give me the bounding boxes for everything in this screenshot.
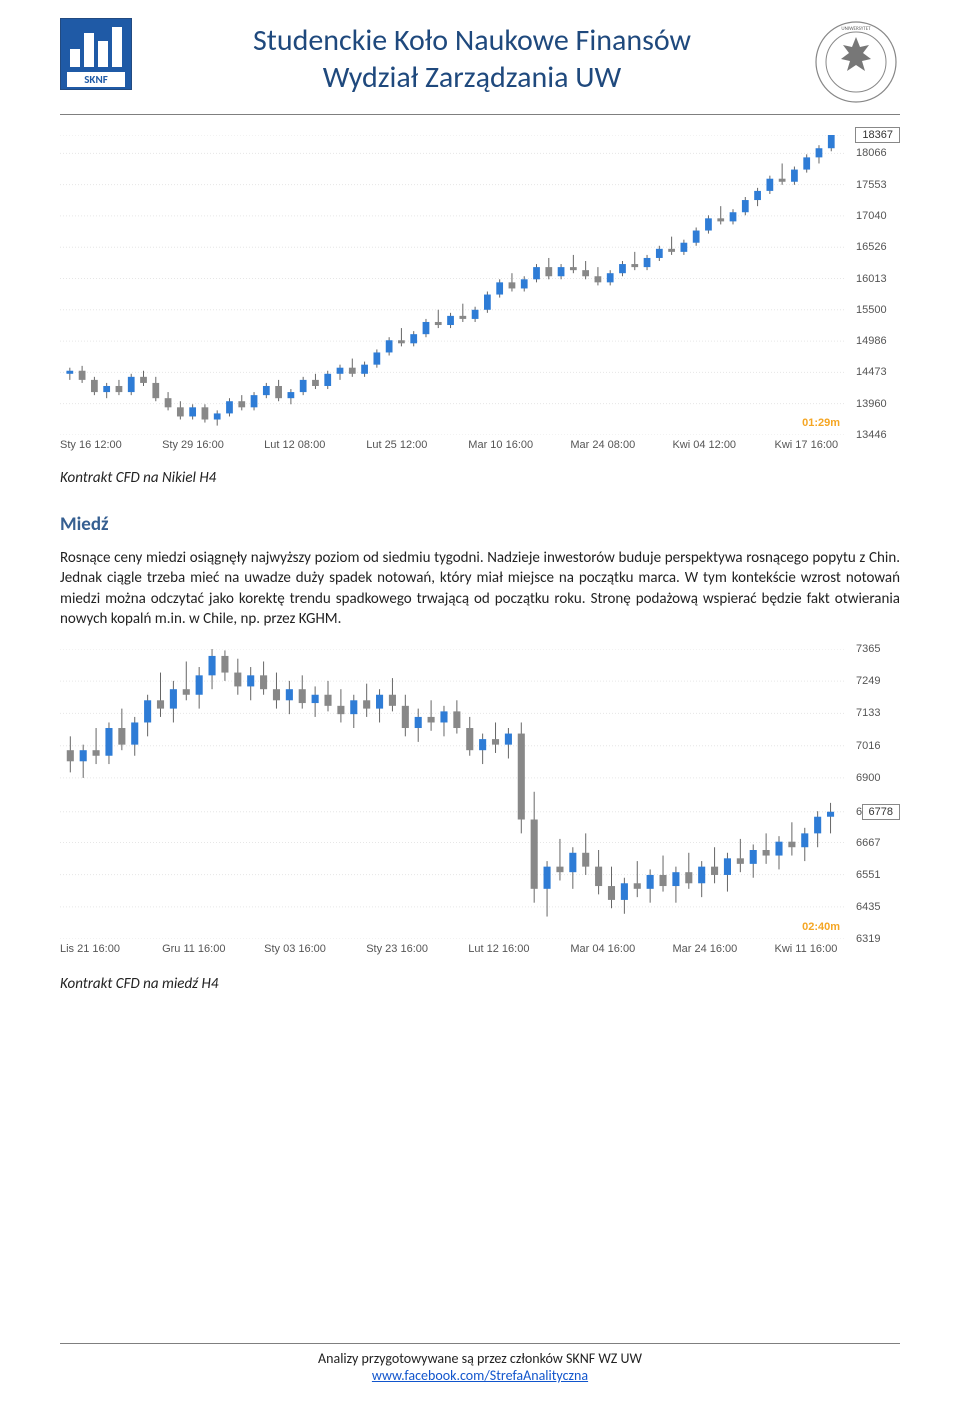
copper-x-labels: Lis 21 16:00Gru 11 16:00Sty 03 16:00Sty … [60, 943, 846, 959]
nickel-current-price: 18367 [855, 127, 900, 143]
nickel-x-labels: Sty 16 12:00Sty 29 16:00Lut 12 08:00Lut … [60, 439, 846, 455]
sknf-logo: SKNF [60, 18, 132, 90]
crest-icon: UNIWERSYTET [813, 19, 899, 105]
footer-link[interactable]: www.facebook.com/StrefaAnalityczna [372, 1367, 588, 1384]
footer-line1: Analizy przygotowywane są przez członków… [60, 1350, 900, 1367]
copper-current-price: 6778 [862, 804, 900, 820]
svg-text:UNIWERSYTET: UNIWERSYTET [841, 26, 871, 32]
header-title-line1: Studenckie Koło Naukowe Finansów [150, 22, 794, 59]
logo-bars-icon [70, 27, 122, 67]
body-paragraph: Rosnące ceny miedzi osiągnęły najwyższy … [60, 548, 900, 629]
nickel-y-labels: 1836718066175531704016526160131550014986… [850, 135, 900, 435]
uw-crest-logo: UNIWERSYTET [812, 18, 900, 106]
nickel-plot [60, 135, 846, 435]
section-heading-copper: Miedź [60, 513, 900, 536]
copper-countdown: 02:40m [802, 921, 840, 933]
page-footer: Analizy przygotowywane są przez członków… [60, 1343, 900, 1384]
copper-caption: Kontrakt CFD na miedź H4 [60, 975, 900, 993]
nickel-caption: Kontrakt CFD na Nikiel H4 [60, 469, 900, 487]
copper-y-labels: 7365724971337016690067786667655164356319 [850, 649, 900, 939]
nickel-chart: NICKEL H4 183671806617553170401652616013… [60, 135, 900, 461]
copper-chart: COPPER H4 736572497133701669006778666765… [60, 649, 900, 965]
header-title-line2: Wydział Zarządzania UW [150, 59, 794, 96]
logo-label: SKNF [67, 72, 125, 87]
copper-plot [60, 649, 846, 939]
header-divider [60, 114, 900, 115]
header-titles: Studenckie Koło Naukowe Finansów Wydział… [150, 18, 794, 96]
nickel-countdown: 01:29m [802, 417, 840, 429]
footer-divider [60, 1343, 900, 1344]
page-header: SKNF Studenckie Koło Naukowe Finansów Wy… [0, 0, 960, 114]
